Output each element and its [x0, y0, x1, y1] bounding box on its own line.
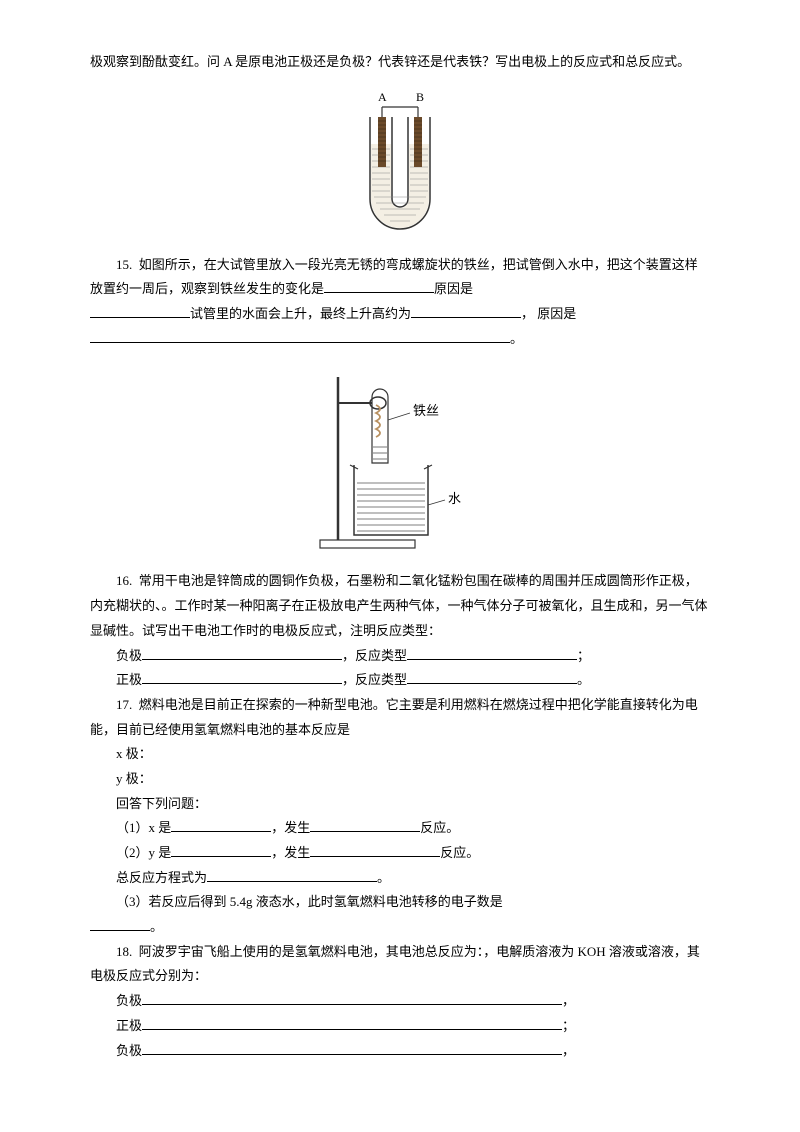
blank [90, 330, 510, 343]
q17-p1: （1）x 是 ，发生 反应。 [90, 816, 710, 841]
q14-figure: A B [90, 89, 710, 239]
q16-t1: 常用干电池是锌筒成的圆铜作负极，石墨粉和二氧化锰粉包围在碳棒的周围并压成圆筒形作… [90, 573, 708, 637]
q17-p2b: ，发生 [271, 845, 310, 860]
q17-p2a: （2）y 是 [116, 845, 171, 860]
q17-x: x 极： [90, 742, 710, 767]
q18-t1: 阿波罗宇宙飞船上使用的是氢氧燃料电池，其电池总反应为：，电解质溶液为 KOH 溶… [90, 944, 700, 984]
q16-neg-label: 负极 [116, 648, 142, 663]
q17-num: 17. [116, 697, 132, 712]
q17-p4b-text: 。 [150, 919, 163, 934]
blank [142, 992, 562, 1005]
q15-t4: ， 原因是 [521, 306, 576, 321]
q18-comma1: ， [562, 993, 575, 1008]
q17-y: y 极： [90, 767, 710, 792]
q17-t1: 燃料电池是目前正在探索的一种新型电池。它主要是利用燃料在燃烧过程中把化学能直接转… [90, 697, 698, 737]
q15-t3: 试管里的水面会上升，最终上升高约为 [190, 306, 411, 321]
q18-pos1: 正极 ； [90, 1014, 710, 1039]
label-b: B [416, 90, 424, 104]
q14-text: 极观察到酚酞变红。问 A 是原电池正极还是负极？代表锌还是代表铁？写出电极上的反… [90, 50, 710, 75]
q18-num: 18. [116, 944, 132, 959]
q18-semi1: ； [562, 1018, 575, 1033]
q17-p3a: 总反应方程式为 [116, 870, 207, 885]
blank [142, 647, 342, 660]
q16-pos: 正极 ，反应类型 。 [90, 668, 710, 693]
q18-comma2: ， [562, 1043, 575, 1058]
label-a: A [378, 90, 387, 104]
blank [310, 844, 440, 857]
q16-period: 。 [577, 672, 590, 687]
blank [407, 647, 577, 660]
q17-p1b: ，发生 [271, 820, 310, 835]
blank [207, 869, 377, 882]
blank [90, 918, 150, 931]
q15-para: 15. 如图所示，在大试管里放入一段光亮无锈的弯成螺旋状的铁丝，把试管倒入水中，… [90, 253, 710, 302]
blank [310, 819, 420, 832]
q17-p3b: 。 [377, 870, 390, 885]
label-wire: 铁丝 [413, 403, 439, 418]
q17-p2c: 反应。 [440, 845, 479, 860]
blank [171, 819, 271, 832]
q16-semi: ； [577, 648, 590, 663]
q17-p1a: （1）x 是 [116, 820, 171, 835]
q17-p4b: 。 [90, 915, 710, 940]
q18-para: 18. 阿波罗宇宙飞船上使用的是氢氧燃料电池，其电池总反应为：，电解质溶液为 K… [90, 940, 710, 989]
q16-neg: 负极 ，反应类型 ； [90, 644, 710, 669]
blank [142, 1017, 562, 1030]
q18-neg-label2: 负极 [116, 1043, 142, 1058]
blank [90, 305, 190, 318]
q15-figure: 铁丝 水 [90, 365, 710, 555]
blank [324, 280, 434, 293]
q18-neg2: 负极 ， [90, 1039, 710, 1064]
blank [142, 1042, 562, 1055]
blank [411, 305, 521, 318]
q17-ans: 回答下列问题： [90, 792, 710, 817]
q15-num: 15. [116, 257, 132, 272]
q18-neg1: 负极 ， [90, 989, 710, 1014]
q17-p2: （2）y 是 ，发生 反应。 [90, 841, 710, 866]
blank [171, 844, 271, 857]
q18-pos-label: 正极 [116, 1018, 142, 1033]
q15-line2: 试管里的水面会上升，最终上升高约为 ， 原因是 [90, 302, 710, 327]
blank [407, 671, 577, 684]
q16-pos-label: 正极 [116, 672, 142, 687]
q16-react2: ，反应类型 [342, 672, 407, 687]
q18-neg-label: 负极 [116, 993, 142, 1008]
q17-p4: （3）若反应后得到 5.4g 液态水，此时氢氧燃料电池转移的电子数是 [90, 890, 710, 915]
label-water: 水 [448, 491, 461, 506]
q15-line3: 。 [90, 327, 710, 352]
q17-p1c: 反应。 [420, 820, 459, 835]
blank [142, 671, 342, 684]
q16-num: 16. [116, 573, 132, 588]
q17-p3: 总反应方程式为 。 [90, 866, 710, 891]
q15-t2: 原因是 [434, 281, 473, 296]
q17-para: 17. 燃料电池是目前正在探索的一种新型电池。它主要是利用燃料在燃烧过程中把化学… [90, 693, 710, 742]
q16-react1: ，反应类型 [342, 648, 407, 663]
q15-t5: 。 [510, 331, 523, 346]
q16-para: 16. 常用干电池是锌筒成的圆铜作负极，石墨粉和二氧化锰粉包围在碳棒的周围并压成… [90, 569, 710, 643]
